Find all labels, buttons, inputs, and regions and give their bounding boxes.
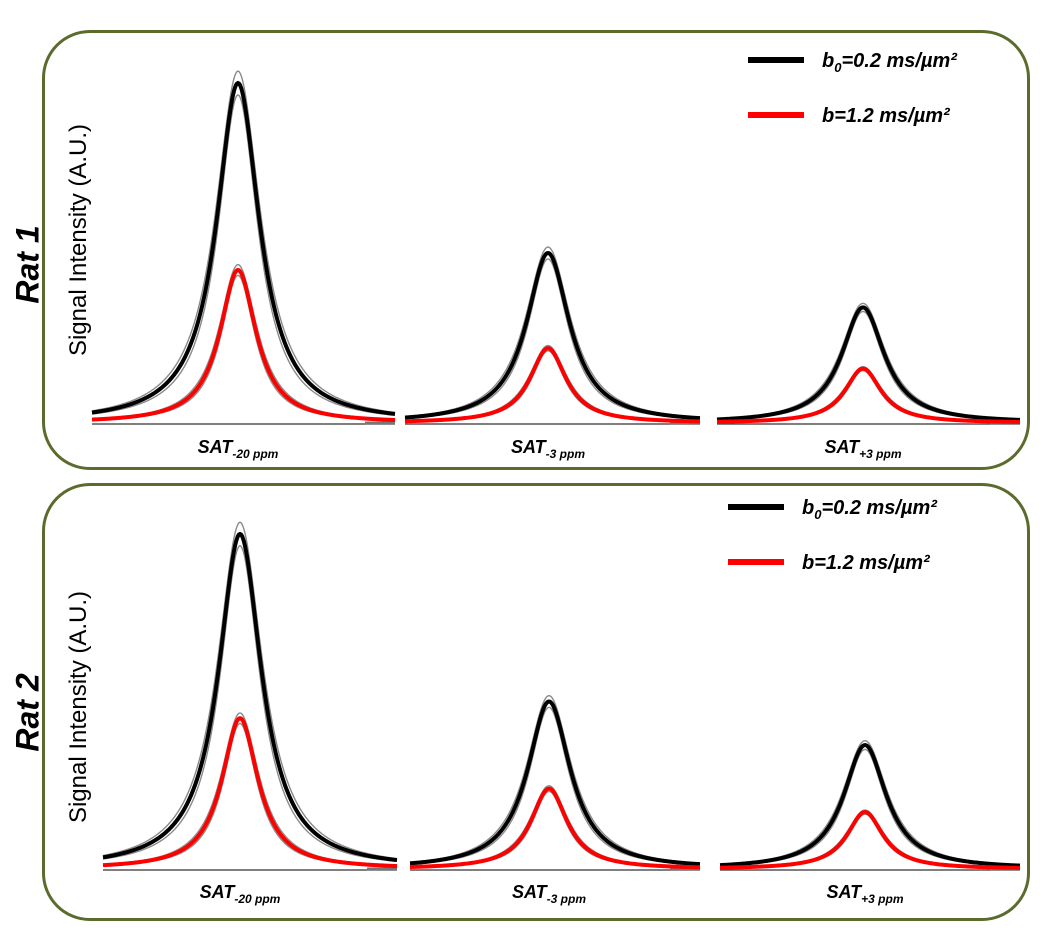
b-series-line xyxy=(91,267,396,423)
subplot-label-sub: -3 ppm xyxy=(547,892,587,906)
rat-2-panel xyxy=(42,483,1030,921)
rat-1-panel xyxy=(42,30,1030,470)
b0-series-upper-bound xyxy=(719,739,1021,866)
b-series-line xyxy=(719,810,1021,870)
b0-series-line xyxy=(91,80,396,416)
b0-series-upper-bound xyxy=(102,521,398,860)
subplot-2: SAT-3 ppm xyxy=(404,246,701,461)
subplot-label: SAT-20 ppm xyxy=(200,882,281,906)
legend-label-base: b xyxy=(822,50,834,72)
subplot-label-base: SAT xyxy=(511,437,548,457)
b-series-upper-bound xyxy=(719,809,1021,869)
b-series-line xyxy=(409,786,701,870)
legend-label: b=1.2 ms/µm² xyxy=(802,552,931,574)
b0-series-lower-bound xyxy=(409,706,701,866)
subplot-label-sub: +3 ppm xyxy=(859,447,902,461)
b0-series-line xyxy=(716,305,1021,422)
b-series-line xyxy=(716,366,1021,424)
b0-series-lower-bound xyxy=(91,94,396,416)
b0-series-line xyxy=(719,743,1021,868)
legend-label: b=1.2 ms/µm² xyxy=(822,105,951,127)
legend-label-base: b xyxy=(802,552,814,574)
legend-label-base: b xyxy=(822,105,834,127)
legend-label-rest: =0.2 ms/µm² xyxy=(841,50,958,72)
subplot-label-base: SAT xyxy=(824,437,861,457)
b0-series-upper-bound xyxy=(404,246,701,419)
legend-label-base: b xyxy=(802,497,814,519)
legend-entry-2: b=1.2 ms/µm² xyxy=(728,552,931,574)
subplot-label: SAT+3 ppm xyxy=(824,437,901,461)
b-series-upper-bound xyxy=(91,263,396,421)
legend-label: b0=0.2 ms/µm² xyxy=(802,497,938,522)
b0-series-lower-bound xyxy=(719,748,1021,867)
subplot-label-base: SAT xyxy=(198,437,235,457)
b0-series-line xyxy=(102,531,398,863)
legend-label-sub: 0 xyxy=(834,60,842,75)
legend-label-rest: =1.2 ms/µm² xyxy=(834,105,951,127)
subplot-3: SAT+3 ppm xyxy=(719,739,1021,906)
subplot-label-sub: +3 ppm xyxy=(861,892,904,906)
legend-entry-1: b0=0.2 ms/µm² xyxy=(748,50,958,75)
subplot-label: SAT-3 ppm xyxy=(512,882,586,906)
subplot-label-sub: -3 ppm xyxy=(546,447,586,461)
legend-label-rest: =1.2 ms/µm² xyxy=(814,552,931,574)
b0-series-upper-bound xyxy=(91,70,396,414)
b0-series-upper-bound xyxy=(716,302,1021,421)
b-series-line xyxy=(102,716,398,869)
b0-series-line xyxy=(404,250,701,421)
subplot-label: SAT-20 ppm xyxy=(198,437,279,461)
subplot-label-base: SAT xyxy=(512,882,549,902)
subplot-label: SAT-3 ppm xyxy=(511,437,585,461)
subplot-label-sub: -20 ppm xyxy=(234,892,280,906)
subplot-label: SAT+3 ppm xyxy=(826,882,903,906)
b-series-line xyxy=(404,346,701,424)
legend-entry-2: b=1.2 ms/µm² xyxy=(748,105,951,127)
legend-label: b0=0.2 ms/µm² xyxy=(822,50,958,75)
legend-entry-1: b0=0.2 ms/µm² xyxy=(728,497,938,522)
subplot-label-base: SAT xyxy=(200,882,237,902)
b0-series-upper-bound xyxy=(409,694,701,865)
subplot-1: SAT-20 ppm xyxy=(91,70,396,461)
legend-label-sub: 0 xyxy=(814,507,822,522)
subplot-3: SAT+3 ppm xyxy=(716,302,1021,461)
legend-label-rest: =0.2 ms/µm² xyxy=(821,497,938,519)
subplot-2: SAT-3 ppm xyxy=(409,694,701,906)
b0-series-line xyxy=(409,699,701,867)
subplot-label-base: SAT xyxy=(826,882,863,902)
subplot-label-sub: -20 ppm xyxy=(232,447,278,461)
subplot-1: SAT-20 ppm xyxy=(102,521,398,906)
b0-series-lower-bound xyxy=(404,258,701,420)
b0-series-lower-bound xyxy=(102,544,398,863)
b0-series-lower-bound xyxy=(716,310,1021,422)
